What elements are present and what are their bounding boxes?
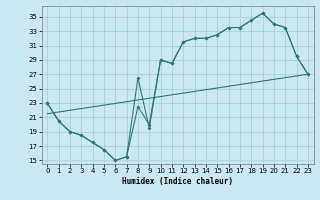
X-axis label: Humidex (Indice chaleur): Humidex (Indice chaleur) <box>122 177 233 186</box>
